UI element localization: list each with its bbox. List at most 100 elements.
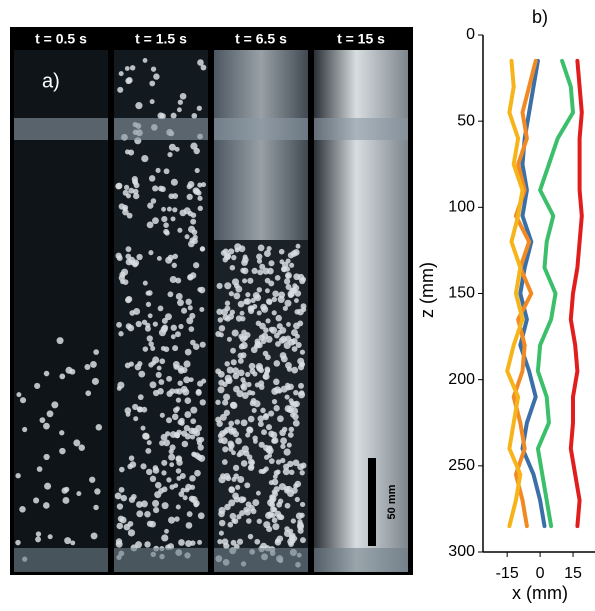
particle [125, 407, 132, 414]
particle [148, 250, 153, 255]
y-tick-label: 150 [448, 285, 475, 302]
particle [177, 107, 182, 112]
particle [275, 539, 282, 546]
particle [274, 360, 281, 367]
particle [268, 410, 274, 416]
x-tick-label: 15 [564, 565, 582, 582]
particle [148, 341, 153, 346]
particle [149, 81, 155, 87]
particle [289, 398, 294, 403]
particle [223, 394, 230, 401]
particle [188, 226, 195, 233]
particle [278, 499, 283, 504]
scale-bar-label: 50 mm [386, 484, 398, 519]
particle [296, 244, 301, 249]
particle [64, 487, 69, 492]
particle [201, 379, 206, 384]
particle [224, 361, 230, 367]
particle [43, 454, 49, 460]
particle [169, 462, 174, 467]
particle [218, 317, 223, 322]
particle [229, 291, 234, 296]
particle [292, 283, 297, 288]
particle [279, 259, 284, 264]
particle [275, 341, 281, 347]
particle [242, 381, 247, 386]
particle [62, 497, 69, 504]
particle [161, 460, 167, 466]
particle [33, 497, 39, 503]
particle [165, 313, 172, 320]
particle [176, 397, 181, 402]
particle [73, 439, 80, 446]
particle [175, 455, 182, 462]
tube-end [114, 548, 208, 572]
particle [19, 506, 25, 512]
particle [91, 532, 98, 539]
particle [15, 473, 20, 478]
particle [141, 500, 148, 507]
particle [51, 401, 58, 408]
particle [287, 443, 292, 448]
particle [182, 441, 189, 448]
particle [143, 346, 149, 352]
particle [178, 381, 183, 386]
particle [15, 540, 20, 545]
particle [197, 540, 202, 545]
y-tick-label: 250 [448, 457, 475, 474]
particle [117, 523, 124, 530]
particle [231, 540, 237, 546]
particle [271, 388, 278, 395]
particle [37, 466, 43, 472]
particle [268, 431, 274, 437]
particle [269, 458, 275, 464]
particle [144, 511, 151, 518]
time-label: t = 0.5 s [35, 31, 87, 47]
particle [192, 452, 197, 457]
particle [154, 491, 161, 498]
particle [220, 414, 227, 421]
tube-end [14, 548, 108, 572]
particle [65, 367, 72, 374]
particle [280, 327, 287, 334]
particle [59, 374, 65, 380]
particle [167, 291, 173, 297]
particle [278, 296, 285, 303]
particle [89, 477, 95, 483]
particle [300, 502, 305, 507]
particle [161, 326, 168, 333]
particle [246, 518, 252, 524]
particle [272, 310, 277, 315]
particle [36, 531, 41, 536]
particle [172, 193, 178, 199]
particle [147, 221, 154, 228]
particle [189, 326, 195, 332]
particle [285, 503, 291, 509]
particle [200, 399, 206, 405]
particle [119, 272, 125, 278]
particle [280, 352, 287, 359]
particle [162, 486, 168, 492]
particle [64, 537, 71, 544]
particle [267, 299, 272, 304]
particle [300, 350, 305, 355]
particle [289, 263, 294, 268]
particle [129, 455, 135, 461]
particle [235, 485, 240, 490]
particle [272, 297, 277, 302]
particle [171, 179, 178, 186]
particle [245, 332, 251, 338]
particle [300, 513, 305, 518]
particle [135, 102, 142, 109]
particle [16, 392, 21, 397]
particle [244, 482, 250, 488]
particle [269, 497, 275, 503]
particle [261, 306, 268, 313]
particle [84, 364, 90, 370]
particle [121, 495, 127, 501]
particle [265, 354, 271, 360]
particle [252, 435, 257, 440]
particle [272, 479, 279, 486]
particle [265, 512, 272, 519]
particle [265, 447, 272, 454]
